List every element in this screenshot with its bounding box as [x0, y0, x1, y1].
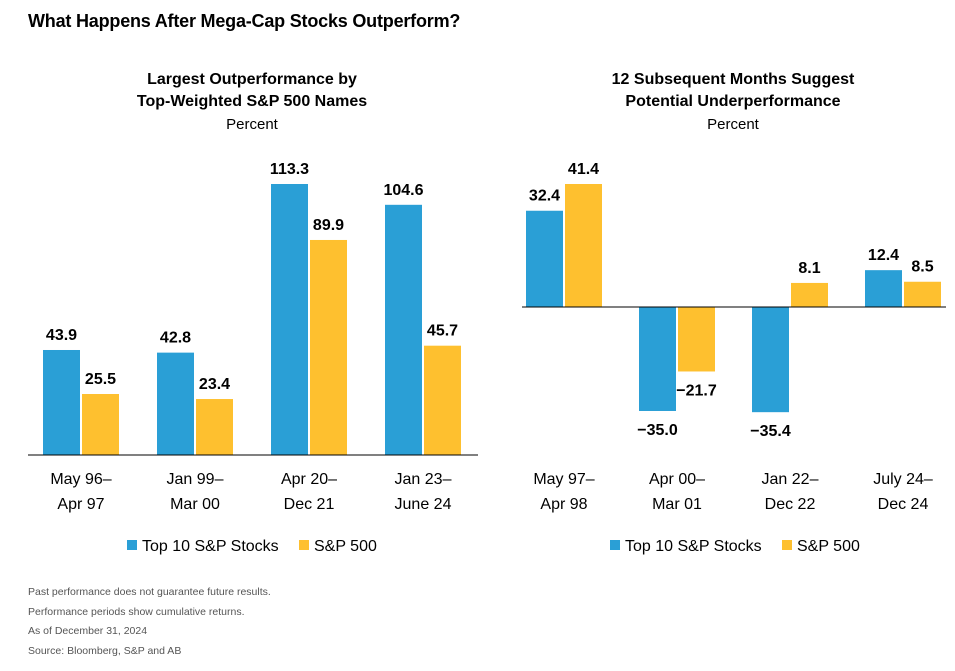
chart-2-bar-top10-3: [752, 307, 789, 413]
chart-2-category-label-4-1: July 24–: [873, 471, 933, 488]
chart-2-category-label-3-1: Jan 22–: [762, 471, 819, 488]
chart-1-category-label-2-1: Jan 99–: [167, 471, 224, 488]
chart-1-category-label-2-2: Mar 00: [170, 496, 220, 513]
chart-1-bar-top10-1: [43, 349, 80, 455]
chart-2-value-label-sp500-1: 41.4: [568, 161, 599, 178]
chart-2-legend-label-top10: Top 10 S&P Stocks: [625, 538, 762, 555]
chart-2-unit: Percent: [707, 116, 760, 133]
chart-1-legend-swatch-sp500: [299, 540, 309, 550]
chart-1-unit: Percent: [226, 116, 279, 133]
chart-2-value-label-top10-1: 32.4: [529, 188, 560, 205]
page-title: What Happens After Mega-Cap Stocks Outpe…: [28, 11, 461, 31]
chart-2-category-label-3-2: Dec 22: [765, 496, 816, 513]
chart-1-bar-top10-2: [157, 352, 194, 455]
chart-1-title-line-2: Top-Weighted S&P 500 Names: [137, 93, 367, 110]
chart-2-bar-sp500-1: [565, 184, 602, 307]
chart-1-value-label-sp500-1: 25.5: [85, 371, 116, 388]
chart-2-value-label-sp500-2: −21.7: [676, 382, 717, 399]
chart-2-value-label-top10-3: −35.4: [750, 423, 791, 440]
chart-2-value-label-top10-4: 12.4: [868, 247, 899, 264]
footnote-disclaimer: Past performance does not guarantee futu…: [28, 586, 271, 598]
chart-1-value-label-sp500-4: 45.7: [427, 323, 458, 340]
chart-1-value-label-top10-4: 104.6: [383, 182, 423, 199]
chart-1-bar-top10-3: [271, 184, 308, 455]
chart-2-value-label-sp500-3: 8.1: [798, 260, 820, 277]
chart-1-category-label-4-2: June 24: [395, 496, 452, 513]
chart-1-category-label-1-1: May 96–: [50, 471, 111, 488]
chart-2-bar-sp500-4: [904, 281, 941, 307]
charts-canvas: Largest Outperformance by Top-Weighted S&…: [28, 71, 946, 555]
footnote-source: Source: Bloomberg, S&P and AB: [28, 644, 182, 657]
chart-2-legend-swatch-top10: [610, 540, 620, 550]
chart-1-bar-sp500-1: [82, 394, 119, 455]
chart-1-bar-sp500-2: [196, 399, 233, 455]
chart-1-bar-sp500-4: [424, 345, 461, 455]
chart-2-category-label-2-1: Apr 00–: [649, 471, 705, 488]
chart-1-value-label-top10-3: 113.3: [270, 161, 309, 178]
chart-1-legend-swatch-top10: [127, 540, 137, 550]
footnote-date: As of December 31, 2024: [28, 625, 148, 637]
chart-1-bar-top10-4: [385, 204, 422, 455]
chart-2-category-label-1-2: Apr 98: [540, 496, 587, 513]
chart-2-bar-sp500-3: [791, 282, 828, 307]
chart-1-category-label-3-1: Apr 20–: [281, 471, 337, 488]
chart-2-bar-top10-4: [865, 270, 902, 307]
chart-1-category-label-1-2: Apr 97: [57, 496, 104, 513]
chart-2-category-label-1-1: May 97–: [533, 471, 594, 488]
chart-2-value-label-top10-2: −35.0: [637, 422, 678, 439]
chart-2-title-line-2: Potential Underperformance: [625, 93, 840, 110]
footnotes: Past performance does not guarantee futu…: [28, 586, 271, 664]
chart-1-legend-label-sp500: S&P 500: [314, 538, 377, 555]
chart-2-legend-label-sp500: S&P 500: [797, 538, 860, 555]
chart-2-title-line-1: 12 Subsequent Months Suggest: [612, 71, 855, 88]
chart-1-title-line-1: Largest Outperformance by: [147, 71, 357, 88]
chart-1-value-label-sp500-3: 89.9: [313, 217, 344, 234]
footnote-performance: Performance periods show cumulative retu…: [28, 605, 245, 618]
chart-2-bar-sp500-2: [678, 307, 715, 372]
chart-2-category-label-4-2: Dec 24: [878, 496, 929, 513]
chart-1-value-label-sp500-2: 23.4: [199, 376, 230, 393]
chart-2-bar-top10-1: [526, 210, 563, 307]
chart-2-category-label-2-2: Mar 01: [652, 496, 702, 513]
chart-1-category-label-3-2: Dec 21: [284, 496, 335, 513]
chart-2-legend-swatch-sp500: [782, 540, 792, 550]
chart-2-bar-top10-2: [639, 307, 676, 411]
chart-2-value-label-sp500-4: 8.5: [911, 259, 933, 276]
chart-1-category-label-4-1: Jan 23–: [395, 471, 452, 488]
chart-1-legend-label-top10: Top 10 S&P Stocks: [142, 538, 279, 555]
chart-1-value-label-top10-1: 43.9: [46, 327, 77, 344]
chart-1-value-label-top10-2: 42.8: [160, 330, 191, 347]
chart-1-bar-sp500-3: [310, 239, 347, 455]
